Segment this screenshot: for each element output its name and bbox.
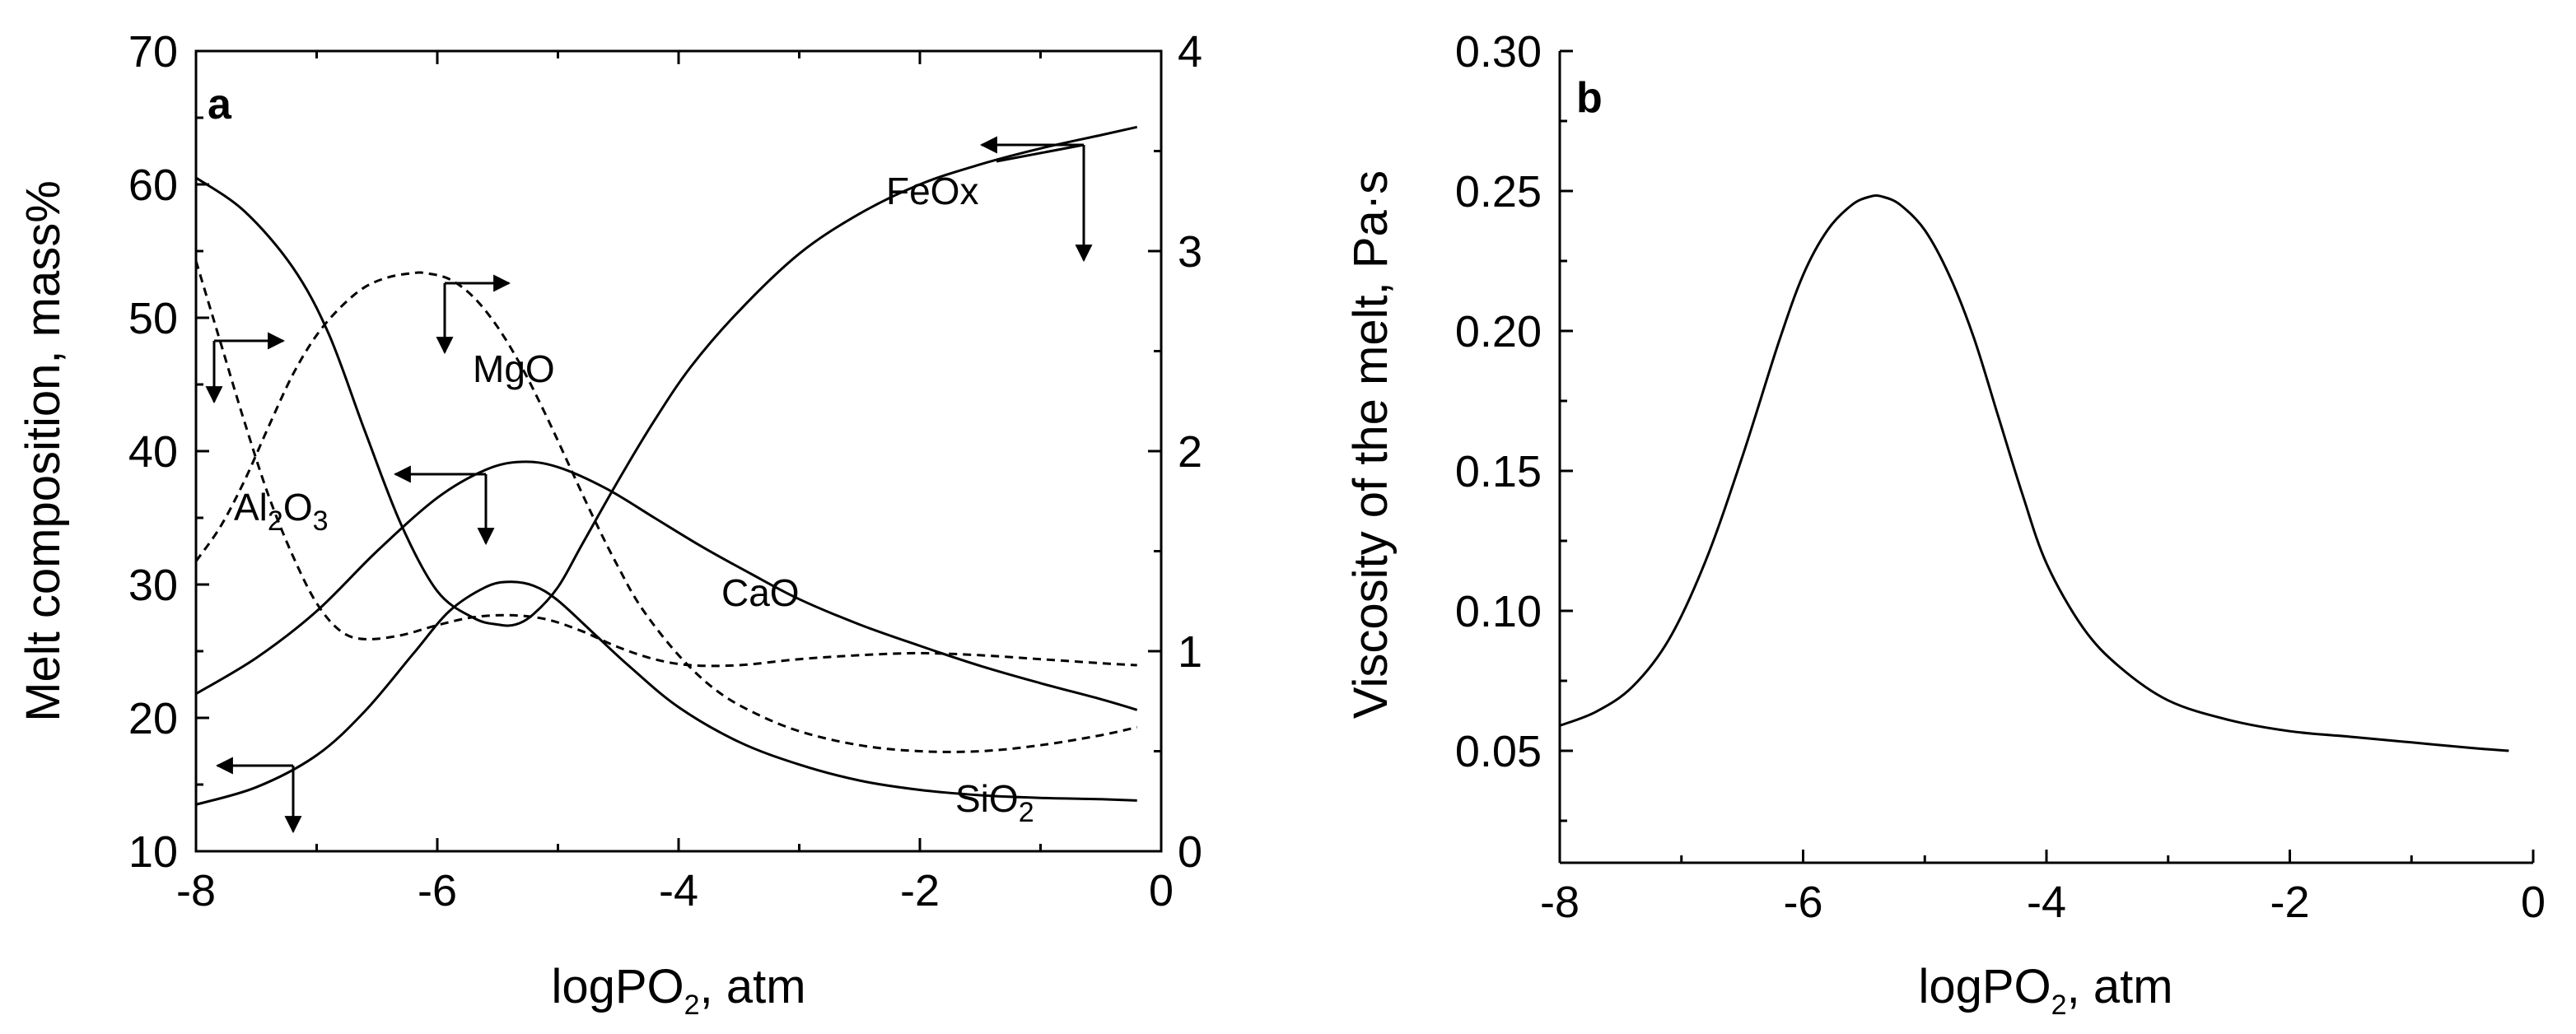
arrow-sio2 (215, 757, 302, 834)
panel-a-y-right-tick-label: 4 (1178, 27, 1202, 77)
label-al2o3: Al2O3 (234, 486, 329, 537)
panel-a-letter: a (208, 81, 232, 128)
panel-a-series (194, 125, 1138, 806)
panel-a-xlabel-main: logPO (551, 960, 684, 1013)
label-al2o3-a: Al (234, 486, 268, 529)
panel-b-x-ticks: -8 -6 -4 -2 0 (1540, 850, 2546, 927)
panel-a-y-left-tick-label: 30 (128, 561, 178, 610)
series-line-al2o3 (194, 260, 1137, 668)
label-al2o3-sub2: 3 (313, 505, 329, 537)
panel-a-frame (194, 49, 1163, 853)
panel-a-x-tick-label: -2 (900, 866, 940, 915)
panel-a-x-tick-label: -4 (659, 866, 698, 915)
panel-b-x-tick-label: -8 (1540, 878, 1580, 927)
arrow-feox (979, 136, 1093, 263)
panel-a-x-tick-label: -8 (176, 866, 216, 915)
panel-b-y-tick-label: 0.20 (1455, 307, 1542, 356)
panel-a-y-left-tick-label: 70 (128, 27, 178, 77)
panel-b-y-tick-label: 0.25 (1455, 167, 1542, 217)
label-al2o3-sub1: 2 (268, 505, 283, 537)
panel-a-y-left-tick-label: 20 (128, 694, 178, 743)
series-line-sio2 (195, 580, 1137, 806)
panel-b-letter: b (1576, 74, 1603, 122)
panel-b-xlabel: logPO2, atm (1918, 960, 2172, 1021)
panel-b-xlabel-main: logPO (1918, 960, 2051, 1013)
panel-a-x-tick-label: -6 (418, 866, 457, 915)
panel-b-x-tick-label: -6 (1783, 878, 1822, 927)
arrow-mgo (436, 274, 511, 355)
panel-b-x-tick-label: -4 (2027, 878, 2066, 927)
panel-a-ylabel: Melt composition, mass% (16, 180, 70, 722)
panel-a-y-right-tick-label: 2 (1178, 427, 1202, 477)
arrow-al2o3 (205, 332, 286, 404)
label-cao: CaO (721, 571, 800, 614)
panel-a-y-left-tick-label: 40 (128, 427, 178, 477)
panel-a-y-left-ticks: 10 20 30 40 50 60 70 (128, 27, 209, 877)
label-sio2: SiO2 (955, 777, 1034, 828)
panel-a-xlabel-sub: 2 (684, 990, 700, 1021)
series-line-feox (195, 125, 1138, 627)
panel-a-y-left-tick-label: 10 (128, 827, 178, 877)
panel-b: -8 -6 -4 -2 0 0.05 0.10 0.15 0.20 0.25 0.30 b Vis… (1344, 27, 2546, 1021)
panel-b-x-tick-label: -2 (2270, 878, 2309, 927)
panel-b-y-tick-label: 0.05 (1455, 727, 1542, 776)
panel-b-xlabel-sub: 2 (2051, 990, 2067, 1021)
arrow-feox-leader (996, 143, 1085, 163)
series-line-viscosity (1559, 194, 2509, 752)
panel-a-y-right-tick-label: 3 (1178, 227, 1202, 277)
panel-a-xlabel-tail: , atm (700, 960, 806, 1013)
label-al2o3-b: O (283, 486, 313, 529)
label-mgo: MgO (473, 347, 555, 390)
arrow-cao (393, 465, 495, 546)
panel-b-y-ticks: 0.05 0.10 0.15 0.20 0.25 0.30 (1455, 27, 1573, 822)
label-feox: FeOx (886, 170, 978, 212)
panel-b-y-tick-label: 0.15 (1455, 447, 1542, 496)
panel-a-x-tick-label: 0 (1149, 866, 1174, 915)
panel-b-series (1559, 194, 2509, 752)
panel-a-y-right-tick-label: 1 (1178, 627, 1202, 677)
panel-b-y-tick-label: 0.10 (1455, 587, 1542, 636)
panel-b-xlabel-tail: , atm (2067, 960, 2173, 1013)
panel-b-ylabel: Viscosity of the melt, Pa·s (1344, 170, 1398, 719)
panel-a-x-ticks: -8 -6 -4 -2 0 (176, 51, 1174, 915)
panel-a-y-left-tick-label: 60 (128, 161, 178, 210)
label-sio2-sub: 2 (1019, 797, 1034, 828)
panel-b-y-tick-label: 0.30 (1455, 27, 1542, 77)
series-line-mgo (194, 271, 1138, 753)
panel-a-y-right-tick-label: 0 (1178, 827, 1202, 877)
panel-b-x-tick-label: 0 (2521, 878, 2546, 927)
panel-a-y-right-ticks: 0 1 2 3 4 (1148, 27, 1202, 877)
series-line-cao (195, 460, 1138, 711)
panel-a-y-left-tick-label: 50 (128, 294, 178, 343)
panel-a-xlabel: logPO2, atm (551, 960, 805, 1021)
label-sio2-a: SiO (955, 777, 1019, 820)
